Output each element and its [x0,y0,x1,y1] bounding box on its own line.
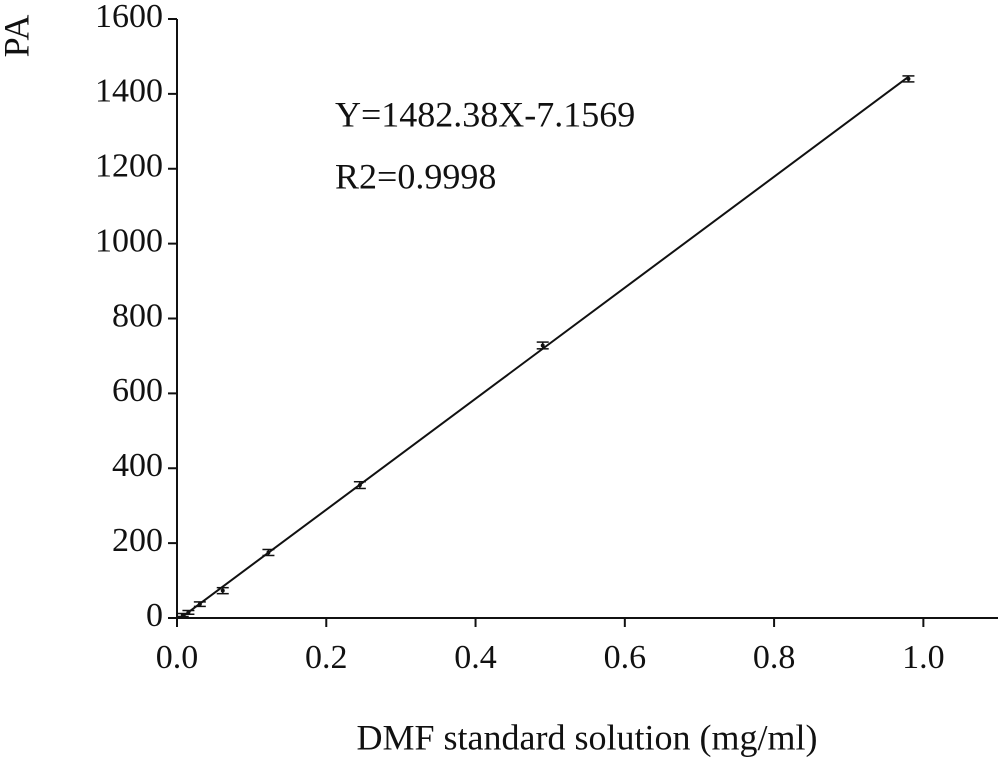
y-tick-label: 1600 [95,0,163,35]
x-tick-label: 0.2 [305,639,348,676]
y-tick-label: 200 [112,522,163,559]
y-tick-label: 1200 [95,148,163,185]
fit-line [182,76,910,618]
point [357,483,362,488]
y-tick-label: 400 [112,447,163,484]
point [906,76,911,81]
point [197,602,202,607]
x-tick-label: 1.0 [902,639,945,676]
x-tick-label: 0.4 [454,639,497,676]
x-tick-label: 0.6 [604,639,647,676]
point [266,550,271,555]
x-tick-label: 0.0 [156,639,199,676]
y-tick-label: 1400 [95,73,163,110]
point [186,610,191,615]
y-tick-label: 600 [112,372,163,409]
y-tick-label: 0 [146,597,163,634]
point [540,343,545,348]
equation: Y=1482.38X-7.1569 [335,94,635,134]
x-axis-title: DMF standard solution (mg/ml) [357,717,818,757]
x-tick-label: 0.8 [753,639,796,676]
y-tick-label: 800 [112,297,163,334]
point [220,588,225,593]
y-axis-title: PA [0,15,36,58]
r-squared: R2=0.9998 [335,156,496,196]
y-tick-label: 1000 [95,222,163,259]
